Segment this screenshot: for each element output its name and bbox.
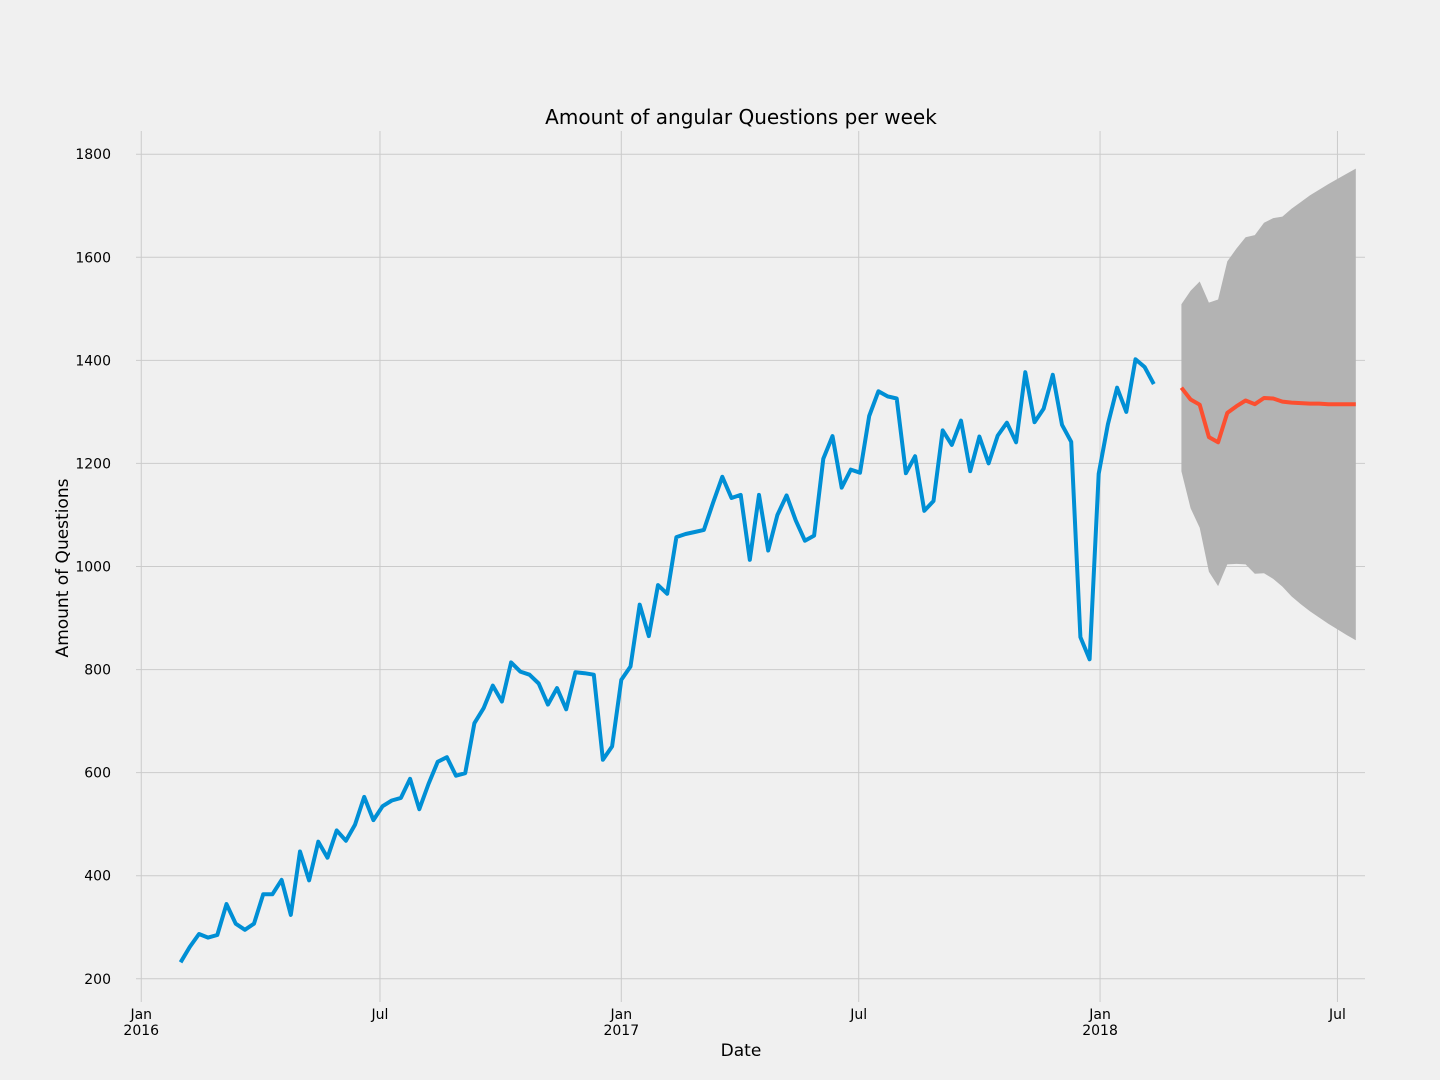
x-tick-label: Jul: [849, 1007, 867, 1023]
confidence-band-layer: [1181, 168, 1356, 641]
x-tick-label: Jan: [610, 1007, 633, 1023]
series-layer: [178, 357, 1356, 964]
tick-labels: 20040060080010001200140016001800Jan2016J…: [75, 147, 1346, 1039]
y-tick-label: 1600: [75, 250, 111, 266]
y-tick-label: 1200: [75, 456, 111, 472]
observed-series-line: [178, 357, 1156, 964]
y-tick-label: 600: [84, 766, 111, 782]
y-tick-label: 1800: [75, 147, 111, 163]
x-tick-label: Jan: [1088, 1007, 1111, 1023]
x-tick-year-label: 2017: [603, 1023, 639, 1039]
x-tick-label: Jul: [371, 1007, 389, 1023]
y-tick-label: 400: [84, 869, 111, 885]
y-tick-label: 1000: [75, 560, 111, 576]
forecast-series-line: [1179, 386, 1356, 445]
y-tick-label: 200: [84, 972, 111, 988]
y-tick-label: 800: [84, 663, 111, 679]
y-axis-label: Amount of Questions: [53, 478, 73, 657]
confidence-band: [1181, 168, 1356, 641]
x-tick-year-label: 2016: [123, 1023, 159, 1039]
chart-title: Amount of angular Questions per week: [545, 105, 937, 129]
x-tick-year-label: 2018: [1082, 1023, 1118, 1039]
x-tick-label: Jan: [129, 1007, 152, 1023]
x-axis-label: Date: [721, 1041, 762, 1061]
y-tick-label: 1400: [75, 353, 111, 369]
x-tick-label: Jul: [1328, 1007, 1346, 1023]
